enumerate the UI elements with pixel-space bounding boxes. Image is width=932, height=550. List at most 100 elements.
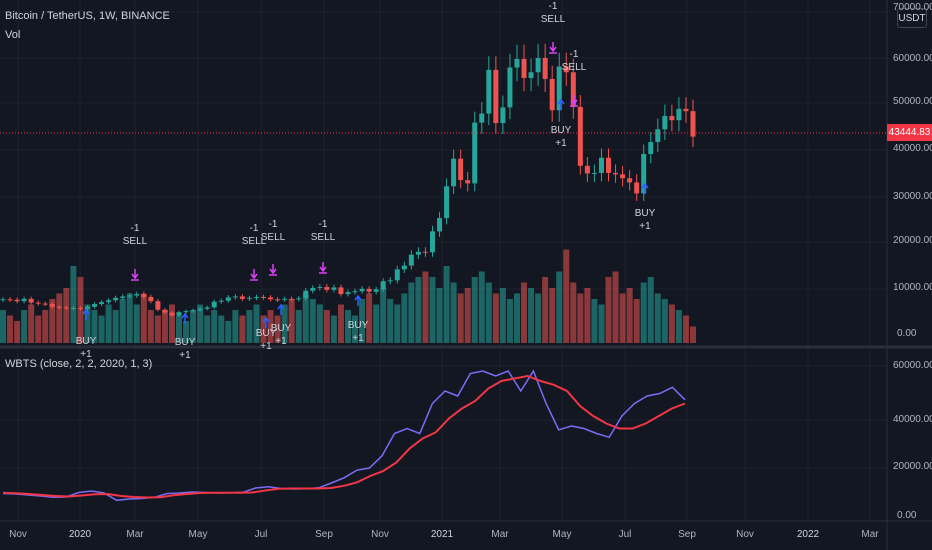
time-label: Nov: [371, 529, 389, 540]
volume-bar: [161, 310, 168, 343]
candle-body: [429, 231, 435, 253]
sell-label: -1 SELL: [561, 49, 587, 73]
indicator-legend[interactable]: WBTS (close, 2, 2, 2020, 1, 3): [5, 358, 153, 370]
sell-label: -1 SELL: [260, 219, 286, 243]
last-price-tag: 43444.83: [887, 124, 932, 141]
volume-bar: [295, 310, 302, 343]
volume-bar: [345, 310, 351, 343]
sell-arrow-head: [570, 99, 578, 106]
candle-body: [584, 165, 590, 174]
candle-body: [380, 281, 386, 290]
volume-bar: [556, 271, 563, 343]
price-tick: 30000.00: [893, 191, 932, 202]
time-label: 2022: [796, 529, 820, 540]
volume-bar: [471, 277, 478, 343]
volume-legend[interactable]: Vol: [5, 29, 21, 41]
candle-body: [211, 301, 217, 308]
candle-body: [28, 298, 34, 303]
volume-bar: [211, 310, 218, 343]
candle-body: [606, 157, 612, 173]
candle-body: [591, 172, 597, 174]
candle-body: [394, 269, 400, 281]
volume-bar: [675, 310, 682, 343]
candle-body: [0, 299, 6, 301]
volume-bar: [288, 299, 295, 343]
volume-bar: [323, 310, 330, 343]
volume-bar: [147, 310, 154, 343]
volume-bar: [443, 266, 450, 343]
buy-arrow-head: [82, 308, 90, 315]
candle-body: [56, 306, 62, 308]
volume-bar: [190, 310, 197, 343]
candle-body: [197, 308, 203, 311]
volume-bar: [598, 304, 605, 343]
candle-body: [232, 296, 238, 298]
candle-body: [669, 115, 675, 121]
buy-arrow-head: [181, 312, 189, 319]
currency-button[interactable]: USDT: [897, 8, 927, 28]
volume-bar: [253, 304, 260, 343]
candle-body: [345, 292, 351, 295]
candle-body: [387, 280, 393, 282]
volume-bar: [535, 293, 542, 343]
candle-body: [190, 310, 196, 312]
price-tick: 40000.00: [893, 143, 932, 154]
indicator-tick: 0.00: [897, 510, 917, 521]
volume-bar: [260, 315, 267, 343]
volume-bar: [133, 304, 140, 343]
candle-body: [556, 66, 562, 111]
candle-body: [42, 303, 48, 305]
price-tick: 60000.00: [893, 53, 932, 64]
volume-bar: [661, 299, 668, 343]
candle-body: [169, 312, 175, 316]
candle-body: [500, 107, 506, 124]
volume-bar: [513, 293, 520, 343]
time-label: May: [188, 529, 208, 540]
indicator-tick: 20000.00: [893, 461, 932, 472]
candle-body: [598, 157, 604, 173]
candle-body: [127, 295, 133, 297]
candle-body: [352, 291, 358, 293]
signal-markers: [82, 42, 649, 328]
candle-body: [162, 309, 168, 313]
volume-bar: [401, 293, 408, 343]
candle-body: [239, 296, 245, 299]
symbol-title[interactable]: Bitcoin / TetherUS, 1W, BINANCE: [5, 10, 170, 22]
candle-body: [366, 288, 372, 292]
candle-body: [338, 287, 344, 295]
sell-label: -1 SELL: [310, 219, 336, 243]
volume-bar: [84, 304, 91, 343]
volume-bar: [316, 304, 323, 343]
wbts-slow-line: [2, 374, 686, 499]
candle-body: [549, 78, 555, 111]
volume-bar: [91, 310, 98, 343]
volume-bar: [330, 315, 337, 343]
candle-body: [84, 306, 90, 309]
time-label: 2020: [68, 529, 92, 540]
volume-bar: [619, 293, 626, 343]
candle-body: [401, 265, 407, 270]
time-label: Jul: [254, 529, 268, 540]
volume-bar: [499, 288, 506, 343]
candle-body: [63, 307, 69, 309]
candle-body: [437, 218, 443, 232]
price-tick: 0.00: [897, 328, 917, 339]
sell-label: -1 SELL: [241, 223, 267, 247]
candle-body: [563, 66, 569, 73]
volume-bar: [119, 299, 126, 343]
wbts-indicator: [2, 369, 686, 502]
volume-bar: [154, 315, 161, 343]
volume-bar: [478, 271, 485, 343]
candle-body: [486, 69, 492, 114]
indicator-tick: 60000.00: [893, 360, 932, 371]
volume-bar: [0, 310, 6, 343]
candle-body: [113, 297, 119, 301]
candle-body: [14, 299, 20, 302]
candle-body: [521, 58, 527, 78]
volume-bar: [352, 315, 359, 343]
sell-arrow-head: [131, 273, 139, 280]
volume-bar: [309, 299, 316, 343]
volume-bar: [521, 282, 528, 343]
volume-bar: [239, 315, 246, 343]
